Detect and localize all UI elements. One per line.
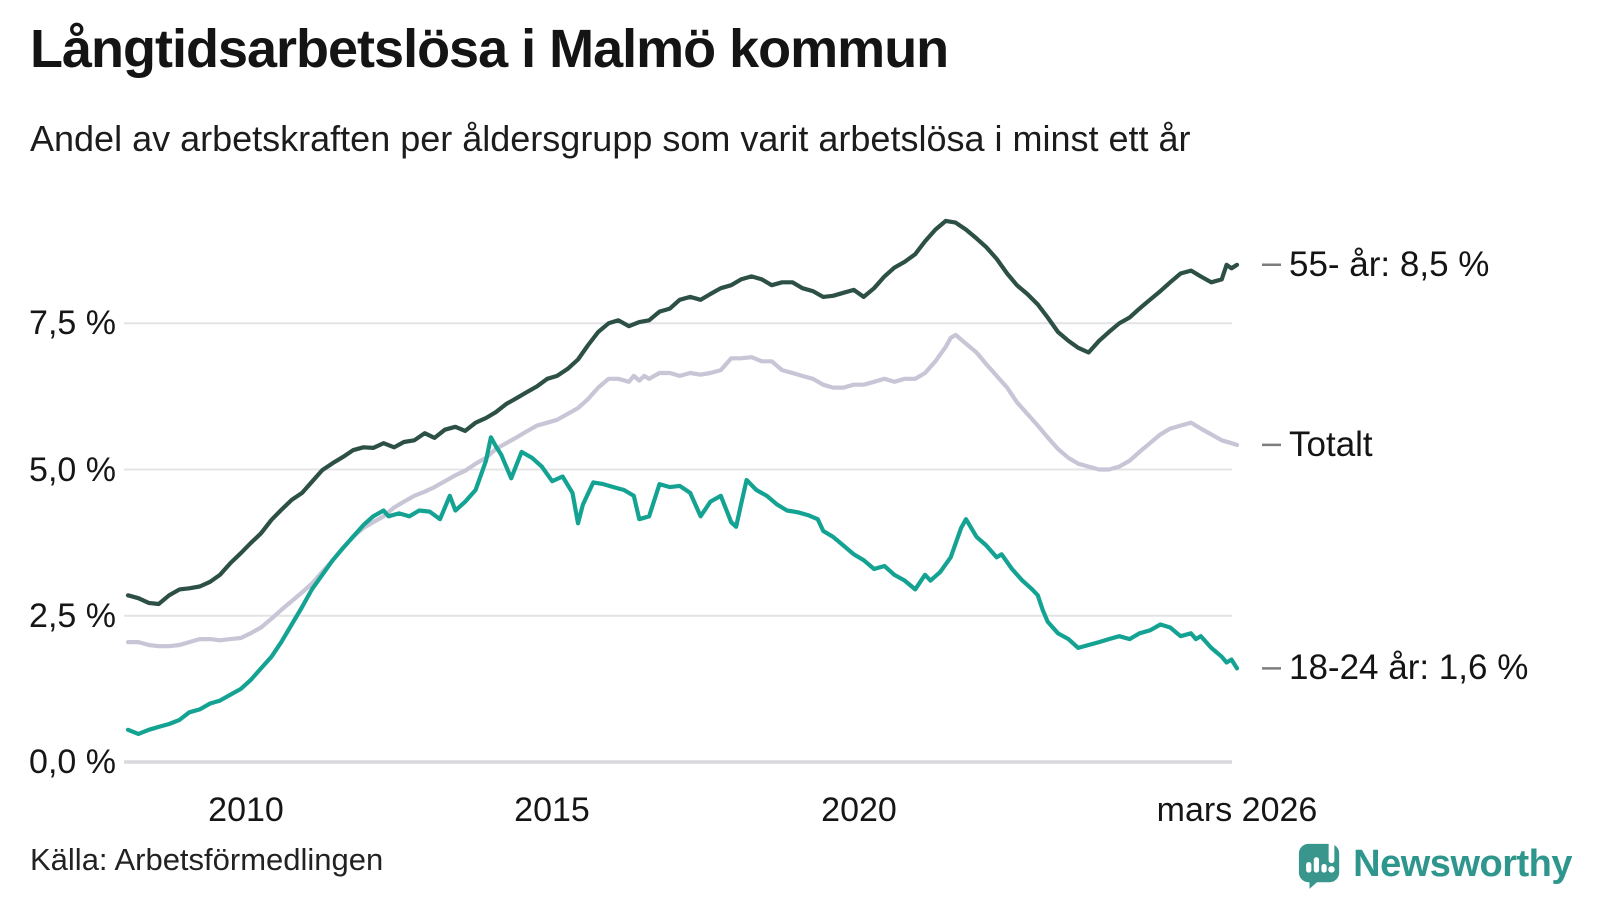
x-tick-label: 2015 — [514, 791, 590, 829]
x-tick-label: 2020 — [821, 791, 897, 829]
source-note: Källa: Arbetsförmedlingen — [30, 842, 384, 877]
series-line-age1824 — [125, 435, 1240, 737]
newsworthy-logo-icon — [1297, 837, 1343, 891]
page-title: Långtidsarbetslösa i Malmö kommun — [30, 19, 949, 79]
series-line-age55 — [125, 218, 1240, 607]
brand-lockup: Newsworthy — [1297, 836, 1572, 892]
series-end-label-total: Totalt — [1289, 425, 1373, 464]
series-end-label-age1824: 18-24 år: 1,6 % — [1289, 648, 1529, 687]
y-tick-label: 5,0 % — [29, 451, 116, 489]
x-tick-label: mars 2026 — [1156, 791, 1318, 829]
page-subtitle: Andel av arbetskraften per åldersgrupp s… — [30, 118, 1191, 159]
brand-wordmark: Newsworthy — [1353, 842, 1572, 885]
y-tick-label: 0,0 % — [29, 743, 116, 781]
series-line-total — [125, 332, 1240, 649]
y-tick-label: 7,5 % — [29, 304, 116, 342]
series-end-label-age55: 55- år: 8,5 % — [1289, 245, 1490, 284]
y-tick-label: 2,5 % — [29, 597, 116, 635]
x-tick-label: 2010 — [208, 791, 284, 829]
